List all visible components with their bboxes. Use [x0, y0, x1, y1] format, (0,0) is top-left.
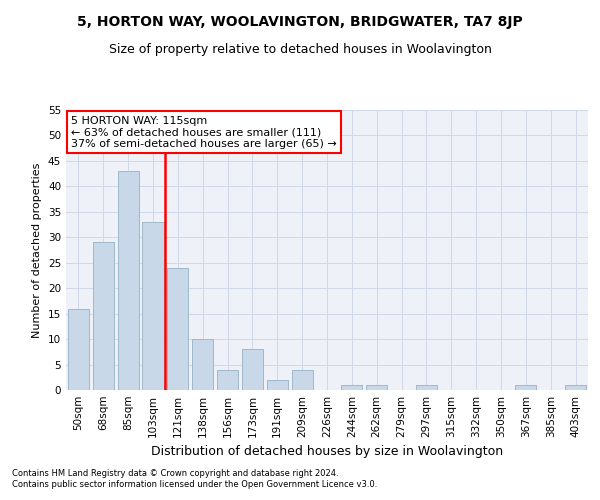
Bar [515, 385, 536, 390]
Bar [416, 385, 437, 390]
Text: 5, HORTON WAY, WOOLAVINGTON, BRIDGWATER, TA7 8JP: 5, HORTON WAY, WOOLAVINGTON, BRIDGWATER,… [77, 15, 523, 29]
Bar [167, 268, 188, 390]
Bar [267, 380, 288, 390]
Bar [142, 222, 164, 390]
Bar [93, 242, 114, 390]
Bar [68, 308, 89, 390]
Bar [366, 385, 387, 390]
Bar [192, 339, 213, 390]
Bar [217, 370, 238, 390]
X-axis label: Distribution of detached houses by size in Woolavington: Distribution of detached houses by size … [151, 446, 503, 458]
Text: Contains public sector information licensed under the Open Government Licence v3: Contains public sector information licen… [12, 480, 377, 489]
Text: Size of property relative to detached houses in Woolavington: Size of property relative to detached ho… [109, 42, 491, 56]
Bar [242, 350, 263, 390]
Bar [292, 370, 313, 390]
Bar [341, 385, 362, 390]
Text: 5 HORTON WAY: 115sqm
← 63% of detached houses are smaller (111)
37% of semi-deta: 5 HORTON WAY: 115sqm ← 63% of detached h… [71, 116, 337, 149]
Text: Contains HM Land Registry data © Crown copyright and database right 2024.: Contains HM Land Registry data © Crown c… [12, 468, 338, 477]
Y-axis label: Number of detached properties: Number of detached properties [32, 162, 43, 338]
Bar [565, 385, 586, 390]
Bar [118, 171, 139, 390]
